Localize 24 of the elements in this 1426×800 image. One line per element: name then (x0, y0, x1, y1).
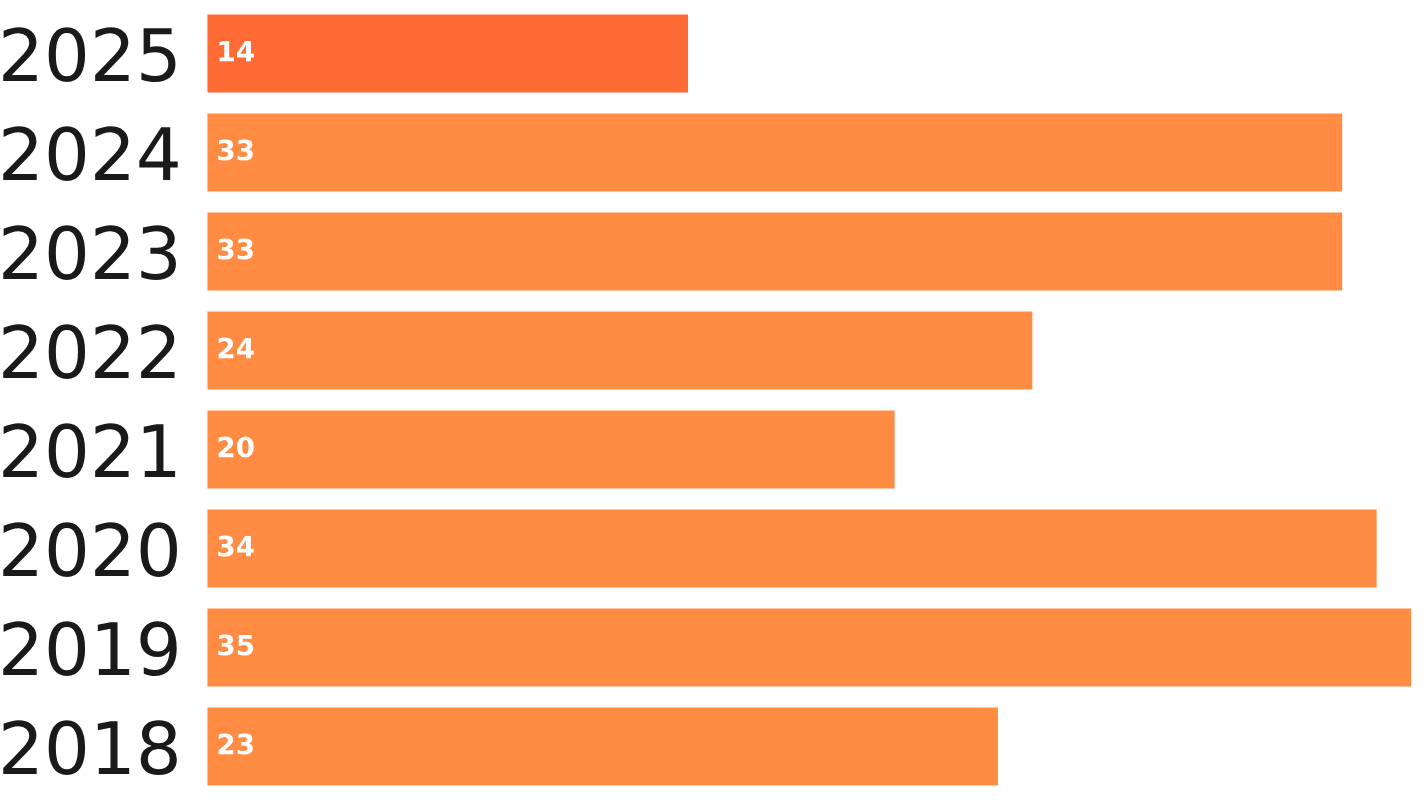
y-tick-label: 2024 (3, 126, 178, 181)
bar (206, 211, 1344, 292)
bar (206, 310, 1034, 391)
data-label: 34 (218, 535, 254, 557)
bar (206, 508, 1379, 589)
data-label: 33 (218, 139, 253, 161)
bar (206, 13, 690, 94)
y-tick-label: 2020 (3, 522, 177, 577)
data-label: 33 (218, 238, 253, 260)
data-label: 20 (218, 436, 254, 458)
y-tick-label: 2019 (3, 621, 177, 676)
bar (206, 706, 1000, 787)
bar (206, 112, 1344, 193)
data-label: 23 (218, 733, 253, 755)
bar (206, 607, 1412, 688)
data-label: 35 (218, 634, 254, 656)
y-tick-label: 2022 (3, 324, 175, 379)
data-label: 24 (218, 337, 254, 359)
y-tick-label: 2025 (3, 27, 176, 82)
data-label: 14 (219, 40, 254, 62)
y-tick-label: 2018 (3, 720, 177, 775)
y-tick-label: 2021 (3, 423, 176, 478)
y-tick-label: 2023 (3, 225, 176, 280)
bar (206, 409, 897, 490)
